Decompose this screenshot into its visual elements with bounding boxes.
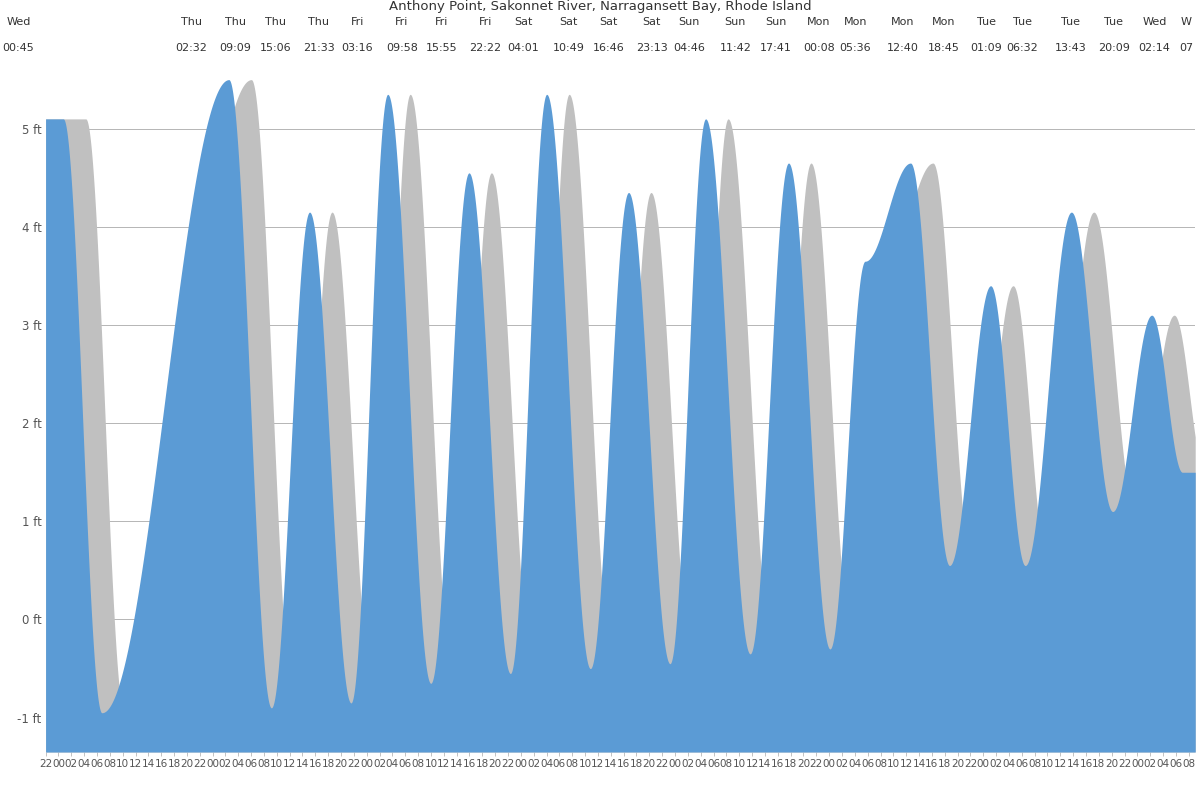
Text: Wed: Wed: [1142, 17, 1166, 26]
Text: 23:13: 23:13: [636, 43, 667, 53]
Text: Fri: Fri: [395, 17, 409, 26]
Text: Fri: Fri: [350, 17, 364, 26]
Text: Sun: Sun: [725, 17, 746, 26]
Text: 04:46: 04:46: [673, 43, 704, 53]
Text: 00:08: 00:08: [803, 43, 835, 53]
Text: 12:40: 12:40: [887, 43, 919, 53]
Text: 06:32: 06:32: [1007, 43, 1038, 53]
Text: 00:45: 00:45: [2, 43, 35, 53]
Text: Fri: Fri: [436, 17, 449, 26]
Text: 04:01: 04:01: [508, 43, 539, 53]
Text: Mon: Mon: [844, 17, 868, 26]
Text: Sat: Sat: [599, 17, 618, 26]
Text: Thu: Thu: [181, 17, 202, 26]
Text: 17:41: 17:41: [760, 43, 792, 53]
Text: Thu: Thu: [308, 17, 329, 26]
Text: 15:06: 15:06: [259, 43, 292, 53]
Text: Tue: Tue: [1104, 17, 1123, 26]
Text: 18:45: 18:45: [928, 43, 960, 53]
Text: Sat: Sat: [642, 17, 661, 26]
Text: W: W: [1181, 17, 1192, 26]
Text: 21:33: 21:33: [302, 43, 335, 53]
Text: 22:22: 22:22: [469, 43, 502, 53]
Text: Mon: Mon: [892, 17, 914, 26]
Text: 10:49: 10:49: [553, 43, 584, 53]
Text: 09:09: 09:09: [220, 43, 252, 53]
Text: Mon: Mon: [806, 17, 830, 26]
Text: Mon: Mon: [932, 17, 955, 26]
Text: 15:55: 15:55: [426, 43, 457, 53]
Text: Sat: Sat: [559, 17, 578, 26]
Text: 13:43: 13:43: [1055, 43, 1087, 53]
Text: Tue: Tue: [1061, 17, 1080, 26]
Text: 16:46: 16:46: [593, 43, 624, 53]
Text: Thu: Thu: [226, 17, 246, 26]
Text: 07: 07: [1180, 43, 1194, 53]
Text: Sun: Sun: [678, 17, 700, 26]
Text: Wed: Wed: [6, 17, 31, 26]
Text: 09:58: 09:58: [386, 43, 418, 53]
Text: Anthony Point, Sakonnet River, Narragansett Bay, Rhode Island: Anthony Point, Sakonnet River, Narragans…: [389, 0, 811, 13]
Text: 02:32: 02:32: [175, 43, 208, 53]
Text: Fri: Fri: [479, 17, 492, 26]
Text: Sun: Sun: [764, 17, 786, 26]
Text: 11:42: 11:42: [720, 43, 751, 53]
Text: Tue: Tue: [977, 17, 996, 26]
Text: Tue: Tue: [1013, 17, 1032, 26]
Text: Sat: Sat: [514, 17, 533, 26]
Text: 05:36: 05:36: [840, 43, 871, 53]
Text: 20:09: 20:09: [1098, 43, 1129, 53]
Text: 02:14: 02:14: [1139, 43, 1170, 53]
Text: Thu: Thu: [265, 17, 286, 26]
Text: 01:09: 01:09: [971, 43, 1002, 53]
Text: 03:16: 03:16: [341, 43, 373, 53]
